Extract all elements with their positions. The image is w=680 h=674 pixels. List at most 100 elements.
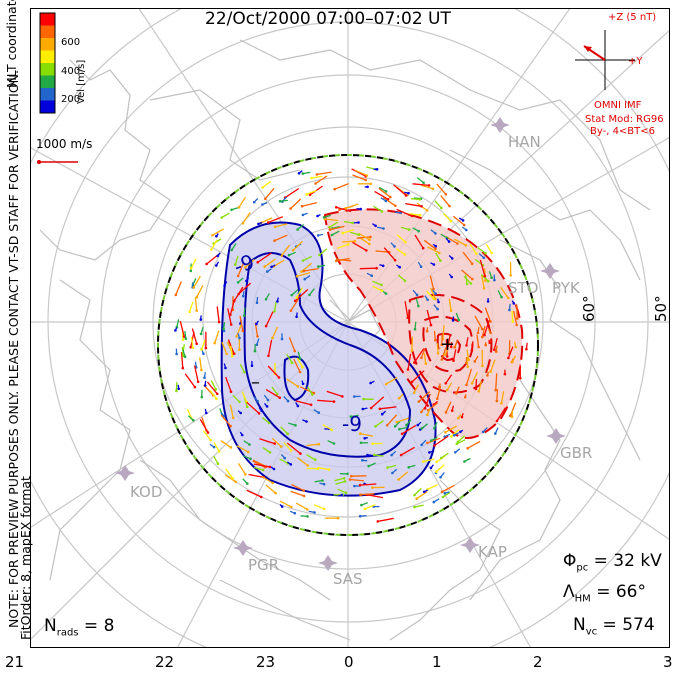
velocity-vector — [317, 399, 335, 403]
velocity-vector — [279, 504, 283, 508]
velocity-vector — [374, 190, 389, 200]
velocity-vector — [445, 425, 457, 433]
velocity-vector — [288, 422, 296, 426]
velocity-vector — [412, 227, 420, 232]
velocity-vector — [326, 390, 343, 398]
velocity-vector — [441, 484, 455, 493]
radar-count: Nrads = 8 — [44, 616, 115, 639]
velocity-vector — [242, 455, 251, 460]
velocity-vector — [244, 258, 255, 268]
velocity-vector — [262, 417, 270, 424]
velocity-vector — [477, 247, 486, 254]
velocity-vector — [194, 361, 197, 368]
velocity-vector — [443, 212, 452, 222]
velocity-vector — [379, 406, 397, 410]
velocity-vector — [391, 468, 398, 474]
velocity-vector — [489, 359, 496, 372]
velocity-vector — [440, 233, 448, 239]
reference-vector-label: 1000 m/s — [36, 137, 93, 151]
velocity-vector — [433, 421, 438, 429]
velocity-vector — [175, 281, 183, 296]
map-frame — [30, 8, 670, 648]
fit-order-note: FitOrder: 8, mapEX format — [18, 476, 33, 640]
velocity-vector — [322, 424, 333, 431]
velocity-vector — [214, 330, 220, 344]
velocity-vector — [264, 402, 268, 407]
velocity-vector — [460, 429, 464, 433]
velocity-vector — [412, 183, 430, 187]
velocity-vector — [356, 236, 371, 239]
velocity-vector — [457, 435, 466, 443]
velocity-vector — [466, 357, 469, 367]
velocity-vector — [494, 427, 499, 434]
velocity-vector — [488, 271, 493, 278]
velocity-vector — [231, 243, 237, 251]
velocity-vector — [328, 221, 339, 228]
velocity-vector — [290, 298, 300, 312]
velocity-vector — [430, 262, 435, 266]
velocity-vector — [267, 339, 273, 356]
colorbar-segment — [40, 38, 55, 51]
velocity-vector — [440, 452, 449, 459]
velocity-vector — [476, 334, 480, 348]
velocity-vector — [319, 248, 328, 256]
velocity-vector — [463, 276, 472, 284]
velocity-vector — [478, 253, 485, 259]
colorbar-title: Vel [m/s] — [76, 59, 87, 104]
velocity-vector — [471, 341, 474, 351]
velocity-vector — [213, 455, 219, 465]
velocity-vector — [295, 312, 298, 317]
velocity-vector — [306, 443, 319, 447]
velocity-vector — [496, 389, 499, 402]
velocity-vector — [364, 504, 376, 510]
velocity-vector — [396, 417, 409, 423]
imf-z-label: +Z (5 nT) — [608, 12, 657, 23]
velocity-colorbar — [39, 12, 56, 114]
mlt-label-22: 22 — [155, 653, 175, 671]
velocity-vector — [184, 373, 196, 388]
velocity-vector — [423, 353, 427, 364]
velocity-vector — [267, 216, 284, 224]
velocity-vector — [200, 339, 206, 350]
velocity-vector — [482, 427, 488, 433]
velocity-vector — [290, 490, 305, 497]
velocity-vector — [265, 311, 274, 327]
vector-count: Nvc = 574 — [573, 615, 655, 638]
velocity-vector — [418, 391, 431, 403]
velocity-vector — [469, 243, 477, 255]
colorbar-segment — [40, 13, 55, 26]
velocity-vector — [493, 338, 498, 350]
velocity-vector — [283, 442, 292, 451]
velocity-vector — [204, 408, 207, 414]
velocity-vector — [257, 252, 272, 263]
velocity-vector — [220, 440, 232, 448]
velocity-vector — [265, 389, 281, 399]
velocity-vector — [500, 287, 509, 299]
velocity-vector — [209, 443, 215, 448]
velocity-vector — [457, 414, 462, 419]
velocity-vector — [216, 306, 220, 323]
velocity-vector — [471, 372, 478, 384]
velocity-vector — [478, 381, 483, 392]
velocity-vector — [448, 255, 453, 259]
mlt-label-23: 23 — [256, 653, 276, 671]
velocity-vector — [361, 501, 368, 506]
velocity-vector — [239, 364, 245, 373]
velocity-vector — [438, 383, 441, 387]
velocity-vector — [242, 478, 248, 485]
velocity-vector — [376, 226, 384, 230]
velocity-vector — [267, 365, 280, 378]
velocity-vector — [206, 381, 218, 395]
velocity-vector — [199, 418, 209, 433]
velocity-vector — [265, 293, 270, 300]
velocity-vector — [288, 251, 296, 256]
velocity-vector — [380, 197, 387, 202]
velocity-vector — [190, 336, 194, 348]
velocity-vector — [374, 454, 384, 457]
imf-condition: By-, 4<BT<6 — [590, 126, 656, 137]
velocity-vector — [349, 231, 359, 236]
velocity-vector — [294, 289, 309, 302]
velocity-vector — [286, 353, 293, 364]
velocity-vector — [341, 240, 355, 243]
velocity-vector — [246, 489, 262, 498]
